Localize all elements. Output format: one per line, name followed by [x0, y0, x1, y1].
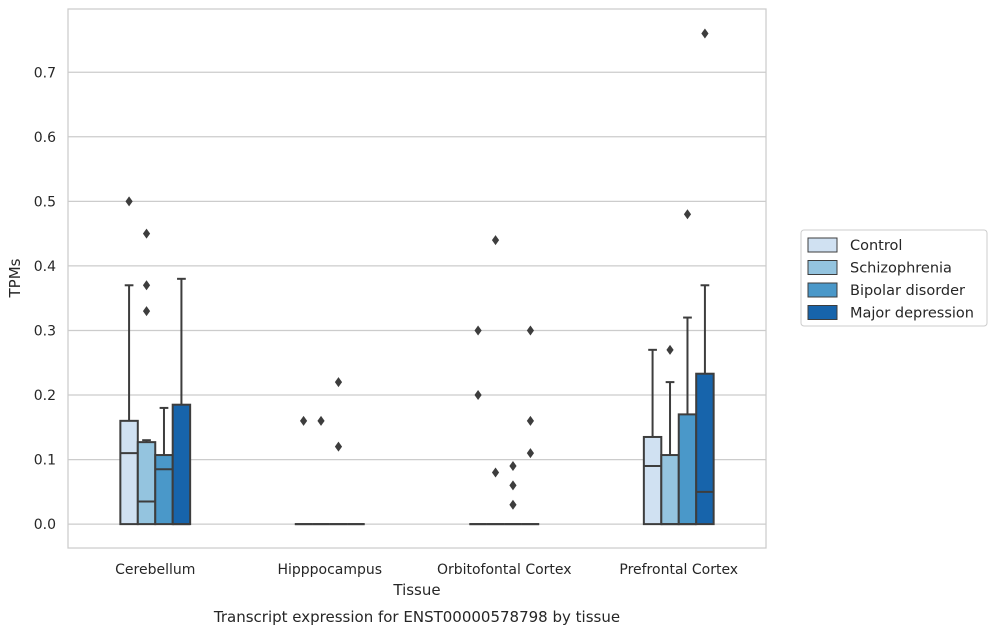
y-tick-labels: 0.0 0.1 0.2 0.3 0.4 0.5 0.6 0.7 [34, 65, 56, 533]
outlier-point [509, 461, 517, 472]
outlier-point [509, 480, 517, 491]
outlier-point [474, 325, 482, 336]
outlier-point [526, 448, 535, 459]
x-axis-label: Tissue [392, 581, 440, 599]
legend-label: Major depression [850, 306, 974, 322]
outlier-point [142, 306, 151, 317]
outlier-point [125, 196, 133, 207]
box-group [119, 284, 139, 526]
chart-caption: Transcript expression for ENST0000057879… [213, 608, 620, 626]
legend-label: Bipolar disorder [850, 283, 965, 299]
box-group [154, 406, 174, 526]
y-tick-label: 0.5 [34, 194, 56, 210]
y-tick-label: 0.7 [34, 65, 56, 81]
box-rect [660, 454, 680, 526]
box-group [642, 348, 663, 526]
outlier-point [666, 344, 674, 355]
box-group [136, 439, 157, 526]
box-group [677, 316, 698, 526]
outlier-point [334, 441, 343, 452]
box-rect [677, 413, 698, 526]
y-axis-label: TPMs [6, 258, 24, 298]
y-tick-label: 0.4 [34, 259, 56, 275]
y-tick-label: 0.2 [34, 388, 56, 404]
box-group [695, 284, 715, 526]
outlier-point [142, 228, 151, 239]
legend-frame [800, 229, 988, 327]
outlier-point [142, 280, 151, 291]
x-tick-label: Orbitofontal Cortex [437, 562, 572, 578]
legend-swatch [807, 237, 838, 253]
x-tick-label: Prefrontal Cortex [619, 562, 738, 578]
box-group [171, 277, 192, 526]
y-tick-label: 0.6 [34, 130, 56, 146]
y-tick-label: 0.1 [34, 453, 56, 469]
outlier-points [125, 28, 709, 510]
legend-label: Schizophrenia [850, 261, 952, 277]
legend: Control Schizophrenia Bipolar disorder Majo… [800, 229, 988, 327]
box-groups [119, 277, 715, 526]
outlier-point [317, 415, 325, 426]
box-rect [119, 419, 139, 526]
plot-frame [67, 8, 767, 549]
outlier-point [491, 235, 500, 246]
box-rect [695, 372, 715, 526]
y-tick-label: 0.3 [34, 323, 56, 339]
outlier-point [334, 377, 343, 388]
outlier-point [299, 415, 308, 426]
outlier-point [701, 28, 709, 39]
box-rect [171, 403, 192, 526]
x-tick-label: Cerebellum [115, 562, 195, 578]
y-tick-label: 0.0 [34, 517, 56, 533]
legend-label: Control [850, 238, 902, 254]
outlier-point [526, 415, 535, 426]
outlier-point [509, 499, 517, 510]
x-tick-labels: Cerebellum Hipppocampus Orbitofontal Corte… [115, 562, 738, 578]
box-rect [136, 441, 157, 526]
x-tick-label: Hipppocampus [277, 562, 382, 578]
legend-swatch [807, 260, 838, 275]
legend-swatch [807, 282, 838, 298]
outlier-point [491, 467, 500, 478]
box-group [660, 381, 680, 526]
legend-swatch [807, 305, 838, 320]
outlier-point [526, 325, 535, 336]
outlier-point [683, 209, 692, 220]
box-rect [642, 435, 663, 526]
outlier-point [474, 390, 482, 401]
box-rect [154, 454, 174, 526]
